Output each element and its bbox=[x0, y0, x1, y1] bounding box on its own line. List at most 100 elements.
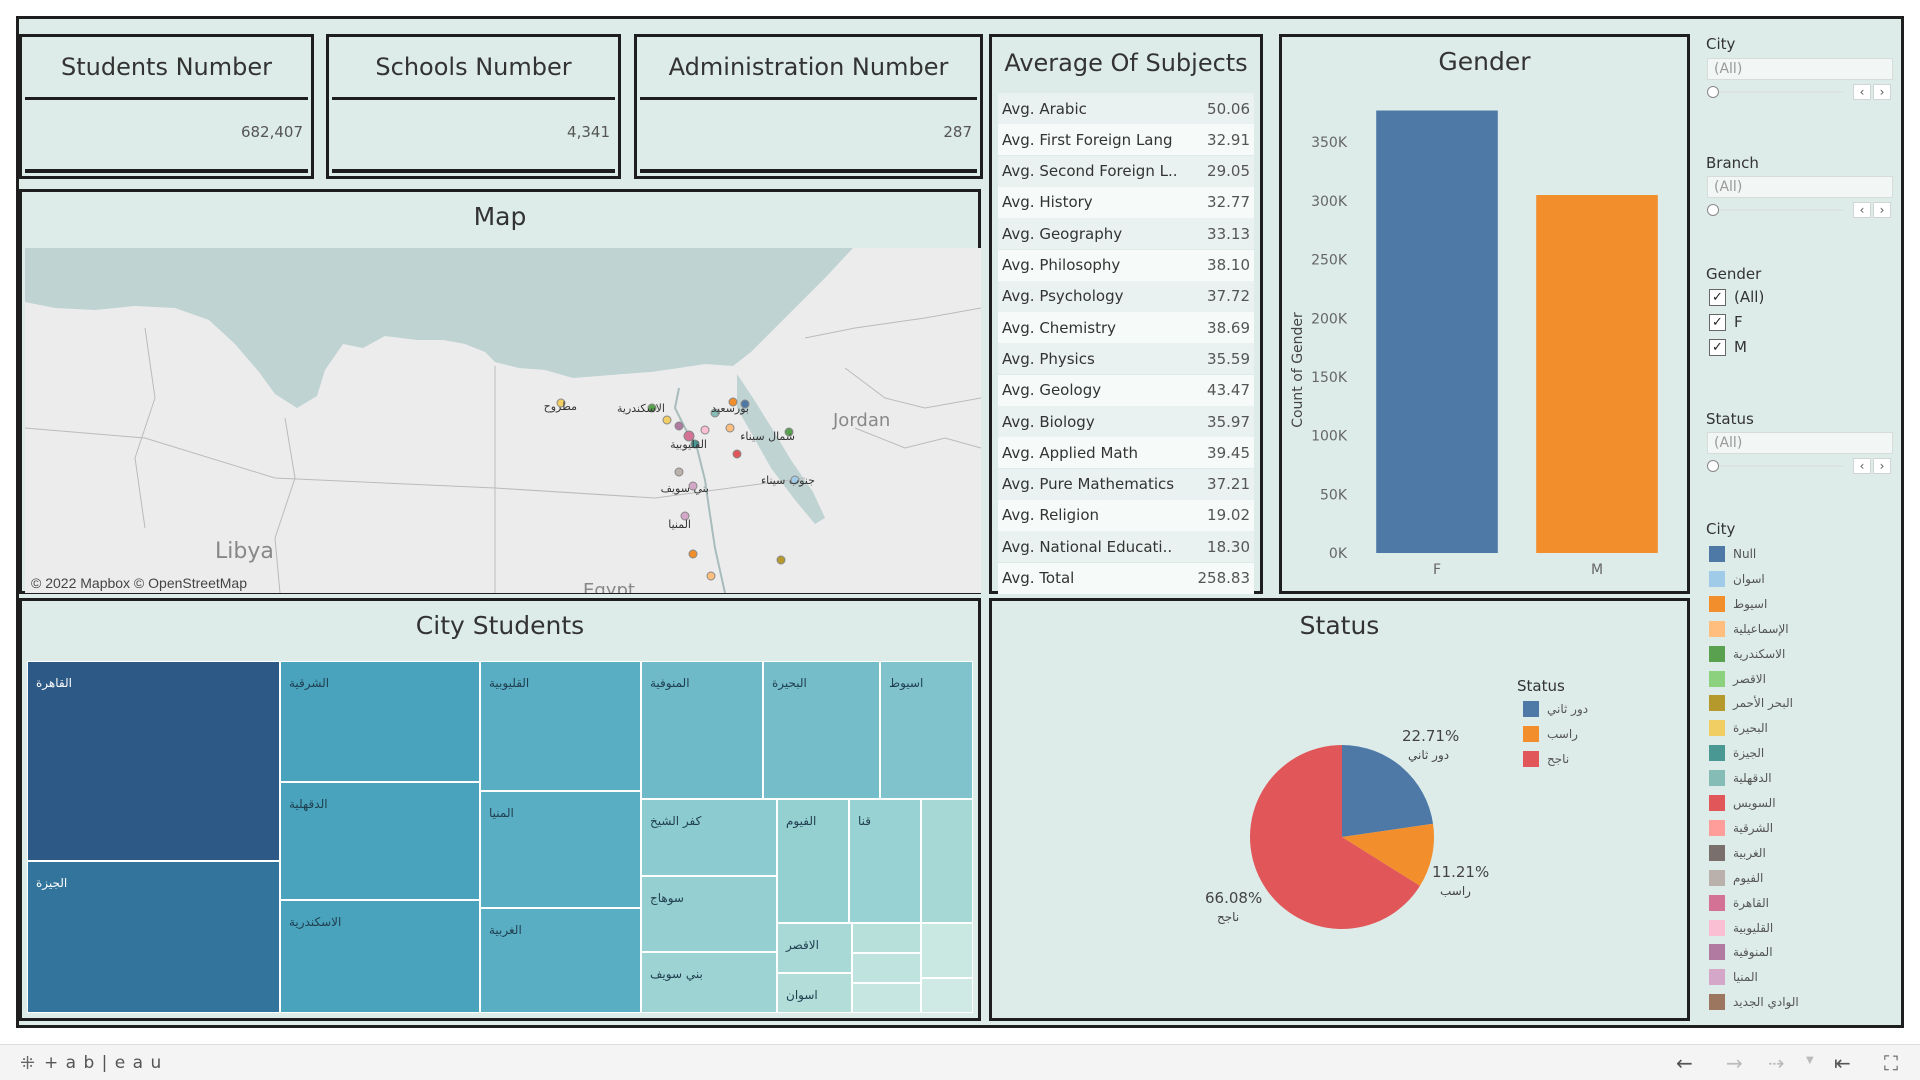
treemap-cell[interactable]: الدقهلية bbox=[280, 782, 480, 900]
city-legend-item[interactable]: الإسماعيلية bbox=[1709, 620, 1789, 637]
average-row[interactable]: Avg. Geography 33.13 bbox=[998, 218, 1254, 250]
treemap-cell[interactable]: الغربية bbox=[480, 908, 641, 1013]
treemap-cell[interactable]: كفر الشيخ bbox=[641, 799, 777, 876]
city-legend-item[interactable]: اسوان bbox=[1709, 570, 1765, 587]
gender-option-all[interactable]: ✓ (All) bbox=[1709, 288, 1764, 306]
average-row[interactable]: Avg. First Foreign Lang 32.91 bbox=[998, 124, 1254, 156]
average-label: Avg. Pure Mathematics bbox=[1002, 475, 1175, 494]
average-row[interactable]: Avg. Chemistry 38.69 bbox=[998, 312, 1254, 344]
status-legend-item[interactable]: ناجح bbox=[1523, 751, 1569, 767]
treemap-cell[interactable]: اسوان bbox=[777, 973, 852, 1013]
filter-status-input[interactable]: (All) bbox=[1707, 432, 1893, 454]
treemap-cell[interactable]: القاهرة bbox=[27, 661, 280, 861]
filter-status-slider[interactable]: ‹ › bbox=[1707, 458, 1893, 474]
city-legend-item[interactable]: Null bbox=[1709, 546, 1756, 562]
filter-city-slider[interactable]: ‹ › bbox=[1707, 84, 1893, 100]
treemap-cell[interactable]: القليوبية bbox=[480, 661, 641, 791]
city-legend-item[interactable]: الفيوم bbox=[1709, 869, 1763, 886]
checkbox-checked-icon[interactable]: ✓ bbox=[1709, 338, 1726, 356]
city-legend-item[interactable]: البحر الأحمر bbox=[1709, 695, 1793, 712]
treemap-cell[interactable]: المنوفية bbox=[641, 661, 763, 799]
treemap-cell[interactable]: قنا bbox=[849, 799, 921, 923]
treemap-cell[interactable]: الشرقية bbox=[280, 661, 480, 782]
slider-prev-icon[interactable]: ‹ bbox=[1853, 202, 1871, 218]
pie-slice[interactable] bbox=[1250, 745, 1420, 929]
city-legend-item[interactable]: الاسكندرية bbox=[1709, 645, 1785, 662]
filter-city-input[interactable]: (All) bbox=[1707, 58, 1893, 80]
map-canvas[interactable]: Libya Jordan Egypt مطروح bbox=[25, 248, 981, 593]
treemap-cell[interactable]: الفيوم bbox=[777, 799, 849, 923]
city-legend-item[interactable]: الدقهلية bbox=[1709, 770, 1772, 787]
slider-knob[interactable] bbox=[1707, 86, 1719, 98]
average-row[interactable]: Avg. Psychology 37.72 bbox=[998, 280, 1254, 312]
marker-minya bbox=[680, 511, 690, 521]
treemap-cell[interactable]: اسيوط bbox=[880, 661, 973, 799]
slider-next-icon[interactable]: › bbox=[1873, 202, 1891, 218]
pie-slice[interactable] bbox=[1342, 823, 1434, 886]
city-legend-item[interactable]: المنوفية bbox=[1709, 944, 1773, 961]
status-legend-item[interactable]: دور ثاني bbox=[1523, 701, 1588, 717]
bar-f[interactable] bbox=[1376, 110, 1498, 553]
revert-icon[interactable]: ⇢ bbox=[1768, 1051, 1785, 1075]
city-legend-item[interactable]: القليوبية bbox=[1709, 919, 1773, 936]
filter-branch-slider[interactable]: ‹ › bbox=[1707, 202, 1893, 218]
city-legend-item[interactable]: الوادي الجديد bbox=[1709, 994, 1799, 1011]
average-row[interactable]: Avg. National Educati.. 18.30 bbox=[998, 531, 1254, 563]
slider-prev-icon[interactable]: ‹ bbox=[1853, 84, 1871, 100]
average-row[interactable]: Avg. Physics 35.59 bbox=[998, 343, 1254, 375]
city-legend-item[interactable]: الغربية bbox=[1709, 844, 1766, 861]
treemap-cell[interactable]: الاقصر bbox=[777, 923, 852, 973]
bar-m[interactable] bbox=[1536, 195, 1658, 554]
filter-branch-input[interactable]: (All) bbox=[1707, 176, 1893, 198]
checkbox-checked-icon[interactable]: ✓ bbox=[1709, 313, 1726, 331]
slider-knob[interactable] bbox=[1707, 460, 1719, 472]
slider-prev-icon[interactable]: ‹ bbox=[1853, 458, 1871, 474]
checkbox-checked-icon[interactable]: ✓ bbox=[1709, 288, 1726, 306]
status-legend-label: دور ثاني bbox=[1547, 702, 1589, 716]
average-row[interactable]: Avg. Religion 19.02 bbox=[998, 499, 1254, 531]
average-row[interactable]: Avg. Arabic 50.06 bbox=[998, 93, 1254, 124]
city-legend-item[interactable]: القاهرة bbox=[1709, 894, 1769, 911]
city-legend-item[interactable]: الاقصر bbox=[1709, 670, 1766, 687]
city-legend-item[interactable]: الجيزة bbox=[1709, 745, 1764, 762]
average-row[interactable]: Avg. History 32.77 bbox=[998, 186, 1254, 218]
average-row[interactable]: Avg. Applied Math 39.45 bbox=[998, 437, 1254, 469]
undo-icon[interactable]: ← bbox=[1676, 1051, 1693, 1075]
average-row[interactable]: Avg. Geology 43.47 bbox=[998, 374, 1254, 406]
city-legend-item[interactable]: اسيوط bbox=[1709, 595, 1767, 612]
treemap-cell[interactable]: المنيا bbox=[480, 791, 641, 908]
city-legend-item[interactable]: البحيرة bbox=[1709, 720, 1768, 737]
average-row[interactable]: Avg. Second Foreign L.. 29.05 bbox=[998, 155, 1254, 187]
tableau-logo-icon[interactable]: ⁜ bbox=[20, 1053, 36, 1074]
average-row[interactable]: Avg. Total 258.83 bbox=[998, 562, 1254, 594]
average-row[interactable]: Avg. Pure Mathematics 37.21 bbox=[998, 468, 1254, 500]
city-legend-item[interactable]: الشرقية bbox=[1709, 819, 1773, 836]
treemap-cell[interactable]: سوهاج bbox=[641, 876, 777, 952]
status-legend-item[interactable]: راسب bbox=[1523, 726, 1578, 742]
pie-label-fail-pct: 11.21% bbox=[1432, 863, 1490, 881]
slider-knob[interactable] bbox=[1707, 204, 1719, 216]
treemap-cell[interactable]: الجيزة bbox=[27, 861, 280, 1013]
filter-status-title: Status bbox=[1706, 410, 1754, 428]
pie-slice[interactable] bbox=[1342, 745, 1434, 837]
average-row[interactable]: Avg. Biology 35.97 bbox=[998, 406, 1254, 437]
fullscreen-icon[interactable]: ⛶ bbox=[1884, 1051, 1898, 1075]
jump-to-start-icon[interactable]: ⇤ bbox=[1834, 1051, 1851, 1075]
treemap-cell[interactable]: بني سويف bbox=[641, 952, 777, 1013]
y-axis-label: Count of Gender bbox=[1290, 312, 1306, 428]
gender-option-m[interactable]: ✓ M bbox=[1709, 338, 1747, 356]
slider-next-icon[interactable]: › bbox=[1873, 458, 1891, 474]
marker-giza bbox=[690, 439, 700, 449]
average-value: 18.30 bbox=[1207, 537, 1250, 556]
map-attribution[interactable]: © 2022 Mapbox © OpenStreetMap bbox=[31, 575, 247, 591]
dropdown-chevron-icon[interactable]: ▼ bbox=[1806, 1055, 1814, 1066]
average-row[interactable]: Avg. Philosophy 38.10 bbox=[998, 249, 1254, 281]
tableau-brand-text[interactable]: + a b | e a u bbox=[44, 1053, 163, 1073]
redo-icon[interactable]: → bbox=[1726, 1051, 1743, 1075]
treemap-cell[interactable]: الاسكندرية bbox=[280, 900, 480, 1013]
slider-next-icon[interactable]: › bbox=[1873, 84, 1891, 100]
treemap-cell[interactable]: البحيرة bbox=[763, 661, 880, 799]
gender-option-f[interactable]: ✓ F bbox=[1709, 313, 1743, 331]
city-legend-item[interactable]: السويس bbox=[1709, 795, 1776, 811]
city-legend-item[interactable]: المنيا bbox=[1709, 969, 1758, 986]
